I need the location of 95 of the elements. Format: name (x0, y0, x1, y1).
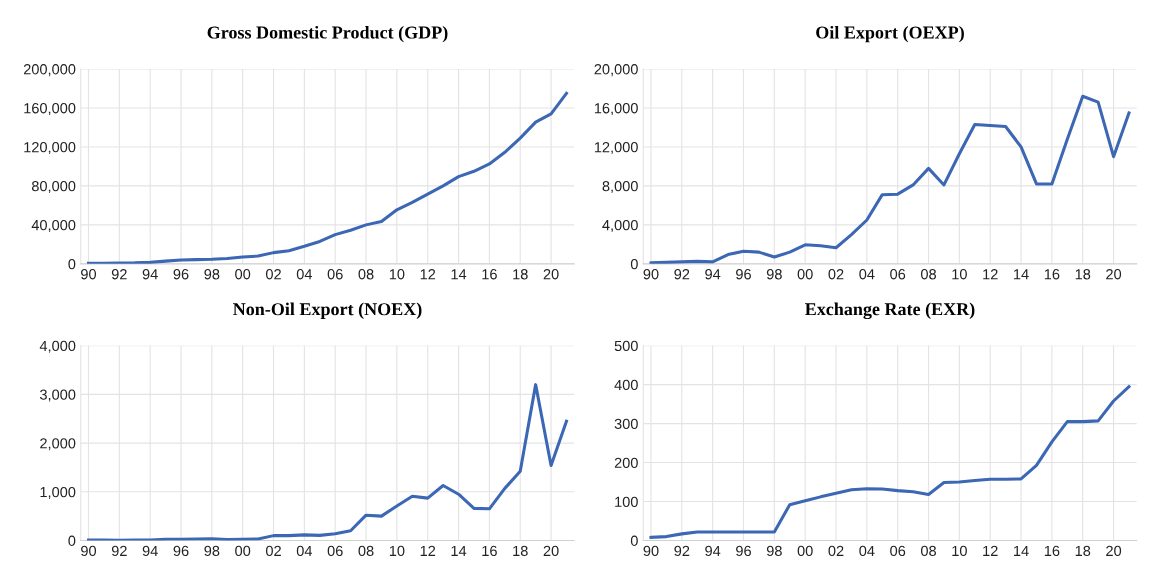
x-tick-label: 10 (952, 269, 967, 280)
x-tick-label: 92 (674, 545, 690, 557)
x-tick-label: 08 (920, 269, 937, 280)
x-tick-label: 18 (1075, 269, 1091, 280)
y-tick-label: 160,000 (24, 103, 76, 116)
x-tick-label: 04 (296, 545, 313, 557)
y-tick-label: 12,000 (594, 142, 638, 155)
x-tick-label: 02 (265, 269, 281, 280)
x-tick-label: 02 (265, 545, 281, 557)
y-tick-label: 40,000 (31, 219, 76, 233)
x-tick-label: 18 (513, 545, 528, 557)
x-tick-label: 08 (358, 545, 374, 557)
y-tick-label: 400 (614, 379, 638, 391)
line-series (649, 385, 1131, 539)
chart-title: Gross Domestic Product (GDP) (207, 25, 448, 43)
x-tick-label: 02 (828, 545, 844, 557)
y-tick-label: 500 (614, 340, 638, 352)
x-tick-label: 20 (543, 545, 559, 557)
x-tick-label: 14 (451, 545, 467, 556)
x-tick-label: 16 (1044, 545, 1060, 557)
x-tick-label: 94 (142, 269, 158, 280)
x-tick-label: 98 (204, 545, 220, 557)
y-tick-label: 8,000 (602, 181, 638, 194)
x-tick-label: 12 (983, 545, 998, 556)
x-tick-label: 92 (674, 269, 690, 280)
x-tick-label: 18 (513, 269, 528, 280)
y-tick-label: 300 (614, 418, 638, 430)
x-tick-label: 16 (482, 269, 497, 280)
x-tick-label: 16 (1044, 269, 1060, 280)
x-tick-label: 92 (111, 545, 127, 557)
x-tick-label: 14 (451, 269, 467, 280)
x-tick-label: 90 (81, 269, 97, 280)
x-tick-label: 06 (327, 269, 343, 280)
x-tick-label: 14 (1014, 269, 1029, 280)
y-tick-label: 4,000 (39, 340, 76, 353)
y-tick-label: 0 (630, 535, 638, 546)
x-tick-label: 20 (1106, 545, 1122, 557)
x-tick-label: 98 (766, 269, 782, 280)
x-tick-label: 98 (766, 545, 782, 557)
y-tick-label: 200,000 (23, 64, 76, 77)
x-tick-label: 20 (1106, 269, 1122, 280)
x-tick-label: 94 (142, 545, 158, 557)
x-tick-label: 06 (890, 545, 906, 557)
x-tick-label: 98 (204, 269, 220, 280)
y-tick-label: 20,000 (594, 64, 638, 77)
x-tick-label: 90 (643, 545, 659, 557)
x-tick-label: 00 (235, 545, 251, 557)
x-tick-label: 94 (705, 545, 721, 557)
y-tick-label: 16,000 (594, 103, 638, 116)
x-tick-label: 96 (736, 545, 751, 557)
x-tick-label: 12 (420, 269, 436, 280)
y-tick-label: 100 (615, 496, 638, 507)
line-series (86, 383, 569, 541)
x-tick-label: 06 (890, 269, 906, 280)
x-tick-label: 10 (952, 545, 967, 557)
x-tick-label: 04 (859, 545, 875, 557)
y-tick-label: 3,000 (39, 389, 76, 402)
y-tick-label: 200 (614, 457, 638, 468)
y-tick-label: 2,000 (40, 438, 76, 451)
x-tick-label: 96 (173, 269, 189, 280)
x-tick-label: 04 (859, 269, 875, 280)
x-tick-label: 18 (1075, 545, 1091, 557)
x-tick-label: 04 (296, 269, 313, 280)
x-tick-label: 02 (828, 269, 844, 280)
x-tick-label: 94 (705, 269, 721, 280)
x-tick-label: 00 (797, 545, 813, 557)
x-tick-label: 92 (111, 269, 127, 280)
y-tick-label: 1,000 (40, 486, 76, 499)
x-tick-label: 00 (235, 269, 251, 280)
y-tick-label: 80,000 (31, 181, 76, 194)
x-tick-label: 10 (389, 269, 405, 280)
x-tick-label: 96 (736, 269, 751, 280)
x-tick-label: 06 (327, 545, 343, 557)
y-tick-label: 0 (68, 535, 76, 546)
line-series (86, 91, 569, 264)
x-tick-label: 10 (389, 545, 405, 557)
x-tick-label: 08 (920, 545, 937, 557)
chart-title: Non-Oil Export (NOEX) (233, 302, 422, 319)
x-tick-label: 96 (173, 545, 189, 557)
y-tick-label: 0 (630, 258, 638, 270)
chart-title: Oil Export (OEXP) (816, 25, 964, 43)
x-tick-label: 90 (643, 269, 659, 280)
x-tick-label: 08 (358, 269, 374, 280)
chart-title: Exchange Rate (EXR) (805, 302, 975, 320)
y-tick-label: 4,000 (602, 219, 638, 233)
y-tick-label: 0 (68, 258, 76, 270)
x-tick-label: 12 (420, 545, 436, 556)
x-tick-label: 12 (983, 269, 998, 280)
x-tick-label: 20 (543, 269, 559, 280)
x-tick-label: 14 (1014, 545, 1029, 556)
x-tick-label: 00 (797, 269, 813, 280)
x-tick-label: 90 (81, 545, 97, 557)
x-tick-label: 16 (482, 545, 497, 557)
line-series (649, 94, 1131, 264)
y-tick-label: 120,000 (24, 142, 76, 155)
